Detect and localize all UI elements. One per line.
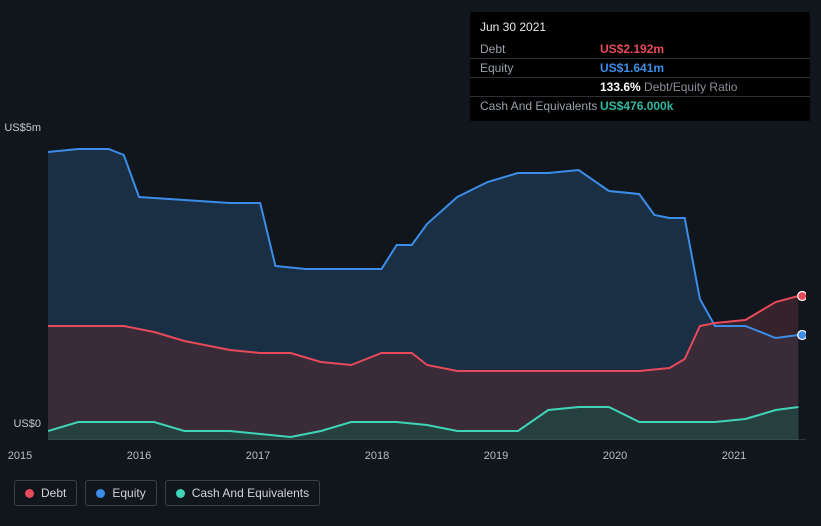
x-axis-tick: 2018 xyxy=(365,450,389,462)
tooltip-date: Jun 30 2021 xyxy=(470,18,810,40)
tooltip-row: 133.6% Debt/Equity Ratio xyxy=(470,78,810,97)
chart-plot-area[interactable] xyxy=(48,140,806,440)
y-axis-label-top: US$5m xyxy=(0,122,41,134)
chart-svg xyxy=(48,140,806,440)
legend: Debt Equity Cash And Equivalents xyxy=(14,480,320,506)
tooltip-label xyxy=(480,80,600,94)
tooltip-value: 133.6% Debt/Equity Ratio xyxy=(600,80,800,94)
tooltip-value: US$2.192m xyxy=(600,42,800,56)
x-axis-tick: 2016 xyxy=(127,450,151,462)
y-axis-label-bottom: US$0 xyxy=(0,418,41,430)
tooltip-value: US$476.000k xyxy=(600,99,800,113)
x-axis-tick: 2017 xyxy=(246,450,270,462)
series-end-marker xyxy=(798,331,806,340)
tooltip-row: DebtUS$2.192m xyxy=(470,40,810,59)
legend-label: Equity xyxy=(112,486,145,500)
tooltip-row: Cash And EquivalentsUS$476.000k xyxy=(470,97,810,115)
legend-label: Cash And Equivalents xyxy=(192,486,309,500)
chart-tooltip: Jun 30 2021 DebtUS$2.192mEquityUS$1.641m… xyxy=(470,12,810,121)
legend-dot-icon xyxy=(96,489,105,498)
legend-item[interactable]: Cash And Equivalents xyxy=(165,480,320,506)
x-axis-tick: 2019 xyxy=(484,450,508,462)
x-axis-tick: 2020 xyxy=(603,450,627,462)
legend-dot-icon xyxy=(176,489,185,498)
legend-item[interactable]: Debt xyxy=(14,480,77,506)
x-axis-tick: 2015 xyxy=(8,450,32,462)
series-end-marker xyxy=(798,292,806,301)
legend-dot-icon xyxy=(25,489,34,498)
tooltip-label: Cash And Equivalents xyxy=(480,99,600,113)
tooltip-label: Debt xyxy=(480,42,600,56)
tooltip-value: US$1.641m xyxy=(600,61,800,75)
legend-item[interactable]: Equity xyxy=(85,480,156,506)
tooltip-label: Equity xyxy=(480,61,600,75)
tooltip-row: EquityUS$1.641m xyxy=(470,59,810,78)
x-axis: 2015201620172018201920202021 xyxy=(20,450,820,470)
legend-label: Debt xyxy=(41,486,66,500)
x-axis-tick: 2021 xyxy=(722,450,746,462)
